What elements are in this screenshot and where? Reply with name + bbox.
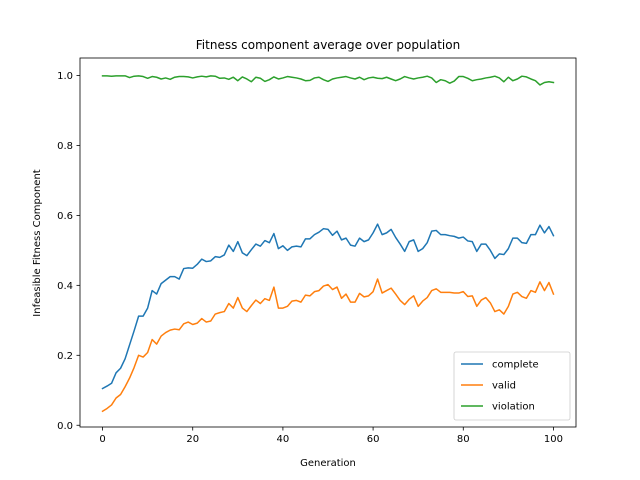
legend-label-complete: complete (492, 360, 539, 371)
y-tick-label: 0.8 (57, 141, 73, 152)
y-tick-label: 0.2 (57, 351, 73, 362)
x-axis-ticks: 0 20 40 60 80 100 (99, 427, 563, 445)
axes-frame (79, 57, 577, 428)
y-axis-label: Infeasible Fitness Component (32, 169, 43, 316)
series-line-valid (101, 278, 555, 413)
y-tick-label: 0.6 (57, 211, 73, 222)
legend: complete valid violation (453, 351, 571, 421)
plot-area (79, 57, 577, 428)
x-tick-label: 0 (99, 434, 105, 445)
series-line-violation (101, 75, 555, 86)
x-tick-label: 60 (367, 434, 380, 445)
x-tick-label: 20 (186, 434, 199, 445)
x-axis-label: Generation (300, 458, 356, 469)
y-tick-label: 0.0 (57, 421, 73, 432)
x-tick-label: 40 (277, 434, 290, 445)
series-line-complete (101, 223, 555, 390)
y-tick-label: 1.0 (57, 71, 73, 82)
x-tick-label: 100 (544, 434, 563, 445)
y-tick-label: 0.4 (57, 281, 73, 292)
chart-title: Fitness component average over populatio… (196, 38, 460, 52)
legend-box (453, 351, 571, 421)
y-axis-ticks: 0.0 0.2 0.4 0.6 0.8 1.0 (57, 71, 80, 432)
legend-label-valid: valid (492, 381, 516, 392)
series-group (101, 75, 555, 413)
legend-label-violation: violation (492, 402, 535, 413)
x-tick-label: 80 (457, 434, 470, 445)
